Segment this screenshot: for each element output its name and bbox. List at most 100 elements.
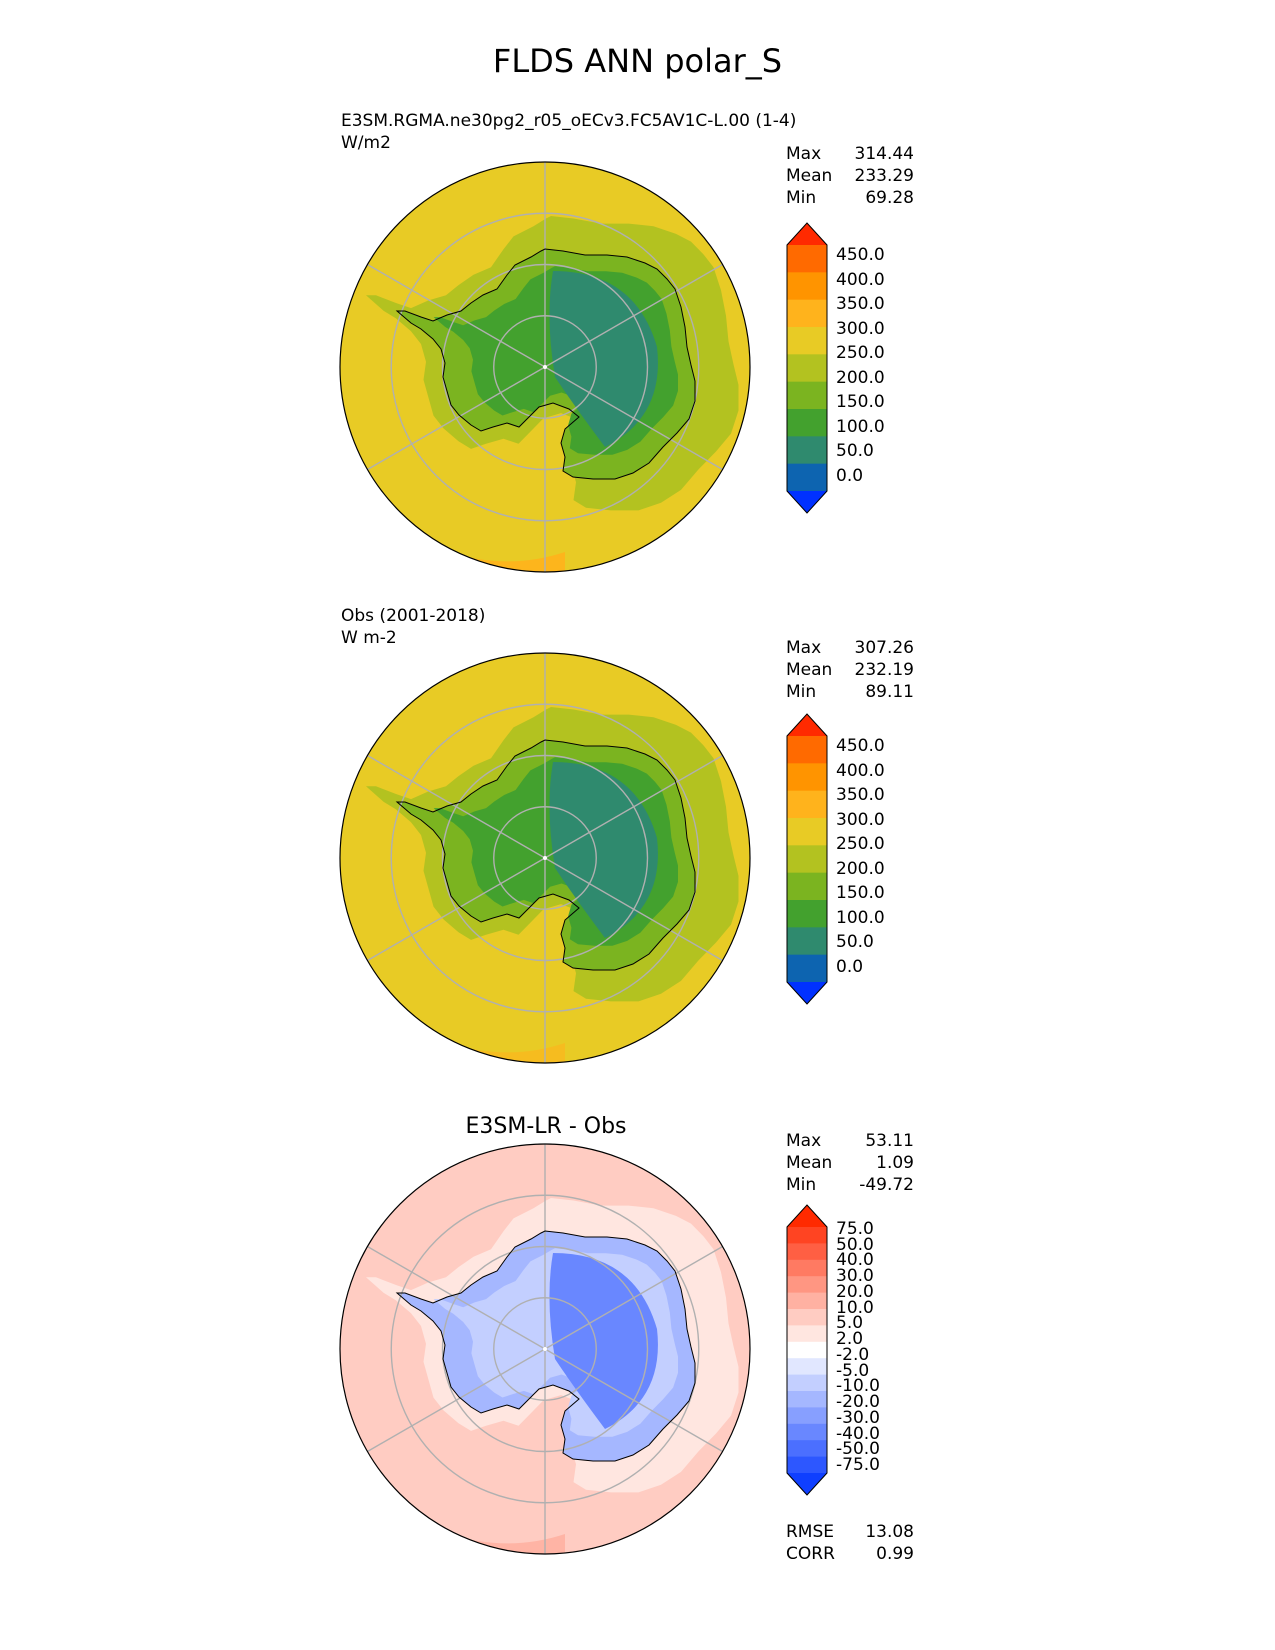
colorbar-segment [787,900,827,928]
colorbar-tick-label: 50.0 [836,1234,874,1255]
colorbar-segment [787,436,827,465]
colorbar-segment [787,1259,827,1277]
stat-label: Max [786,1131,822,1151]
ref-colorbar: 450.0 400.0 350.0 300.0 250.0 200.0 150.0 100.0… [786,713,946,1005]
colorbar-segment [787,1309,827,1326]
diff-plateau-field [549,1253,658,1429]
colorbar-tick-label: 250.0 [836,834,885,855]
colorbar-tick-label: 10.0 [836,1297,874,1318]
metric-label: RMSE [786,1522,835,1542]
colorbar-tick-label: 450.0 [836,736,885,756]
diff-map-border [339,1143,751,1555]
colorbar-segment [787,327,827,355]
metric-label: CORR [786,1544,835,1564]
colorbar-tick-label: 75.0 [836,1219,874,1239]
ref-map-border [339,652,751,1064]
stat-label: Min [786,1175,817,1195]
test-map-border [339,161,751,573]
colorbar-segment [787,245,827,273]
meridian-line [367,754,546,859]
stat-label: Min [786,682,817,702]
colorbar-segment [787,1440,827,1458]
pole-marker [543,1347,547,1351]
colorbar-tick-label: 50.0 [836,932,874,953]
colorbar-segment [787,1292,827,1310]
colorbar-segment [787,1407,827,1425]
colorbar-extend-max [787,1205,827,1227]
diff-title: E3SM-LR - Obs [465,1114,627,1139]
colorbar-tick-label: 100.0 [836,416,885,437]
stat-label: Max [786,144,822,164]
stat-value: 232.19 [854,660,914,680]
colorbar-tick-label: 30.0 [836,1266,874,1287]
colorbar-tick-label: -5.0 [836,1360,870,1381]
colorbar-segment [787,1325,827,1343]
colorbar-extend-min [787,982,827,1004]
test-stats: Max 314.44 Mean 233.29 Min 69.28 [786,143,914,209]
ref-units: W m-2 [341,628,397,648]
stat-label: Min [786,188,817,208]
stat-value: 89.11 [865,682,914,702]
colorbar-segment [787,1341,827,1359]
colorbar-segment [787,790,827,819]
colorbar-tick-label: 50.0 [836,441,874,462]
colorbar-tick-label: -2.0 [836,1344,870,1365]
stat-value: -49.72 [859,1175,914,1195]
test-colorbar: 450.0 400.0 350.0 300.0 250.0 200.0 150.0 100.0… [786,222,946,514]
colorbar-segment [787,463,827,492]
colorbar-segment [787,845,827,874]
meridian-line [367,857,546,962]
colorbar-tick-label: -50.0 [836,1439,880,1460]
colorbar-segment [787,1243,827,1261]
pole-marker [543,856,547,860]
colorbar-segment [787,872,827,901]
colorbar-segment [787,409,827,437]
colorbar-outline [786,713,828,1005]
meridian-line [544,1348,723,1453]
test-units: W/m2 [341,133,391,153]
colorbar-tick-label: -40.0 [836,1423,880,1444]
ref-name: Obs (2001-2018) [341,606,486,626]
colorbar-tick-label: 0.0 [836,466,864,486]
stat-value: 314.44 [854,144,914,164]
stat-value: 233.29 [854,166,914,186]
colorbar-segment [787,927,827,956]
colorbar-extend-min [787,1473,827,1495]
test-field-layers [340,162,750,572]
meridian-line [544,754,723,859]
meridian-line [367,263,546,368]
diff-stats: Max 53.11 Mean 1.09 Min -49.72 [786,1130,914,1196]
diff-field-layers [340,1144,750,1554]
colorbar-segment [787,818,827,846]
stat-value: 1.09 [876,1153,914,1173]
colorbar-outline [786,222,828,514]
test-plateau-field [549,271,658,447]
meridian-line [544,366,723,471]
pole-marker [543,365,547,369]
stat-label: Max [786,638,822,658]
colorbar-tick-label: -75.0 [836,1455,880,1475]
colorbar-tick-label: 150.0 [836,883,885,904]
colorbar-segment [787,736,827,764]
colorbar-tick-label: 400.0 [836,269,885,290]
colorbar-graphic [786,713,828,1005]
colorbar-tick-label: 200.0 [836,858,885,879]
colorbar-tick-label: 300.0 [836,809,885,830]
test-coastline [395,248,696,480]
colorbar-segment [787,1391,827,1408]
colorbar-segment [787,1358,827,1376]
colorbar-tick-label: 200.0 [836,367,885,388]
colorbar-tick-label: 450.0 [836,245,885,265]
colorbar-segment [787,1456,827,1474]
colorbar-extend-min [787,491,827,513]
ref-coastline [395,739,696,971]
meridian-line [367,1348,546,1453]
meridian-line [544,1245,723,1350]
ref-title: Obs (2001-2018) W m-2 [341,605,485,649]
diff-metrics: RMSE 13.08 CORR 0.99 [786,1521,914,1565]
colorbar-tick-label: 400.0 [836,760,885,781]
colorbar-tick-label: 300.0 [836,318,885,339]
stat-value: 307.26 [854,638,914,658]
colorbar-segment [787,354,827,383]
